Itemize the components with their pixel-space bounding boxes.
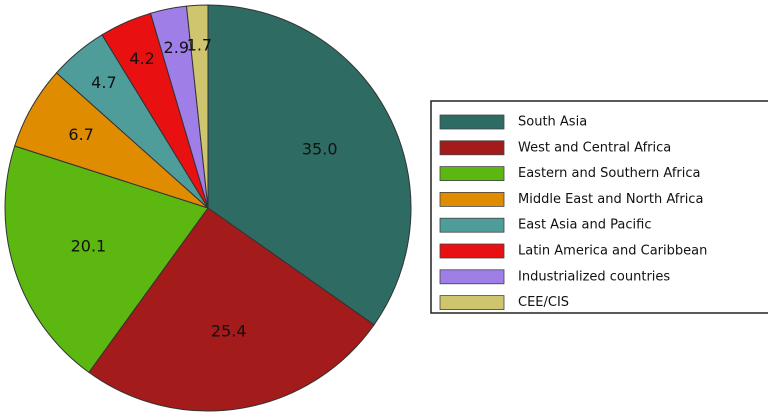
pie-slice <box>88 207 375 412</box>
legend-swatch <box>439 166 505 182</box>
legend-swatch <box>439 243 505 259</box>
legend-label: East Asia and Pacific <box>518 218 651 233</box>
data-label: 20.1 <box>71 237 107 256</box>
legend-swatch <box>439 295 505 311</box>
pie-slice <box>207 4 412 326</box>
data-label: 4.7 <box>91 73 116 92</box>
legend-label: West and Central Africa <box>518 140 671 155</box>
legend-label: South Asia <box>518 115 587 130</box>
pie-slice <box>4 145 209 374</box>
pie-slice <box>185 4 209 209</box>
legend-swatch <box>439 114 505 130</box>
legend-label: Latin America and Caribbean <box>518 244 707 259</box>
legend-swatch <box>439 191 505 207</box>
legend-label: Middle East and North Africa <box>518 192 703 207</box>
legend-swatch <box>439 140 505 156</box>
legend-swatch <box>439 269 505 285</box>
data-label: 6.7 <box>68 125 93 144</box>
data-label: 4.2 <box>129 49 154 68</box>
data-label: 25.4 <box>211 322 247 341</box>
legend-label: CEE/CIS <box>518 295 569 310</box>
data-label: 1.7 <box>187 35 212 54</box>
legend-label: Industrialized countries <box>518 269 670 284</box>
data-label: 35.0 <box>302 140 338 159</box>
legend-label: Eastern and Southern Africa <box>518 166 700 181</box>
data-label: 2.9 <box>164 38 189 57</box>
legend-swatch <box>439 217 505 233</box>
